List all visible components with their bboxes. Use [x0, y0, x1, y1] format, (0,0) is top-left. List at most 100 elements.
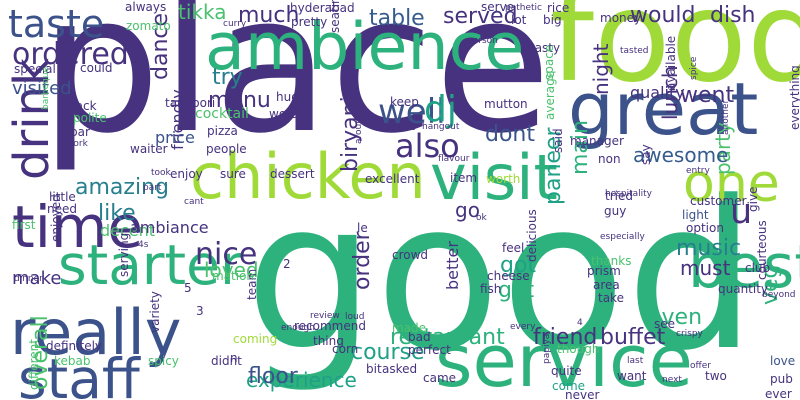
word-curry: curry [223, 19, 247, 29]
word-pizza: pizza [207, 124, 238, 138]
word-tandoori: tandoori [165, 96, 216, 110]
word-said: said [551, 128, 565, 153]
word-barbeque: barbeque [41, 66, 51, 110]
word-perfect: perfect [408, 343, 451, 357]
word-great: great [568, 67, 759, 151]
word-quite: quite [551, 364, 582, 378]
word-non: non [598, 152, 621, 166]
word-thanks: thanks [591, 254, 632, 268]
word-rice: rice [547, 1, 570, 15]
word-definitely: definitely [46, 339, 103, 353]
word-special: special [14, 62, 56, 76]
word-serve: serve [481, 0, 515, 14]
word-tikka: tikka [178, 0, 227, 24]
word-n: n [230, 351, 238, 365]
word-keep: keep [390, 95, 419, 109]
word-also: also [395, 127, 460, 165]
word-go: go [455, 198, 480, 222]
word-well: well [378, 92, 446, 132]
word-flavour: flavour [438, 154, 470, 164]
word-experience: experience [246, 368, 357, 392]
word-worth: worth [486, 172, 521, 186]
word-back: back [68, 99, 97, 113]
word-decent: decent [100, 221, 156, 240]
word-get: get [498, 278, 535, 303]
word-come: come [552, 379, 586, 393]
word-u: u [730, 192, 753, 232]
word-coming: coming [233, 332, 278, 346]
word-nice: nice [195, 237, 258, 272]
word-course: course [351, 340, 425, 365]
word-amazing: amazing [75, 175, 169, 200]
word-tasted: tasted [620, 46, 649, 56]
word-say: say [639, 144, 653, 165]
word-around: around [354, 112, 364, 144]
word-music: music [676, 236, 742, 261]
word-cheese: cheese [487, 269, 530, 283]
word-polite: polite [73, 111, 107, 125]
word-different: different [27, 339, 41, 390]
word-didnt: didnt [211, 354, 242, 368]
word-mutton: mutton [484, 97, 528, 111]
word-customer: customer [690, 194, 747, 208]
word-zomato: zomato [126, 19, 171, 33]
word-hospitality: hospitality [605, 189, 653, 199]
word-enjoy: enjoy [170, 167, 203, 181]
word-last: last [627, 356, 644, 366]
word-service: service [435, 319, 693, 400]
word-hyderabad: hyderabad [290, 1, 355, 15]
word-ordered: ordered [12, 37, 129, 72]
word-courteous: courteous [755, 220, 769, 280]
word-taste: taste [8, 2, 105, 46]
word-especially: especially [600, 232, 645, 242]
word-visited: visited [12, 78, 72, 99]
word-beyond: beyond [762, 290, 796, 300]
word-take: take [598, 291, 624, 305]
word-loud: loud [345, 312, 365, 322]
word-restaurant: restaurant [390, 325, 505, 350]
word-enough: enough [281, 323, 315, 333]
word-took: took [151, 168, 171, 178]
word-see: see [654, 317, 676, 331]
word-spice: spice [689, 56, 699, 80]
word-variety: variety [148, 291, 162, 333]
word-kebab: kebab [54, 354, 91, 368]
word-person: person [467, 36, 498, 46]
word-staff: staff [18, 347, 140, 400]
word-bit: bit [366, 362, 382, 376]
word-night: night [589, 43, 613, 95]
word-work: work [66, 139, 88, 149]
word-cocktail: cocktail [195, 106, 249, 122]
word-first: first [12, 218, 36, 232]
word-awesome: awesome [633, 143, 729, 167]
word-chicken: chicken [190, 140, 426, 213]
word-lot: lot [511, 13, 527, 27]
word-made: made [392, 321, 427, 335]
word-option: option [686, 221, 724, 235]
word-two: two [705, 369, 727, 383]
word-guy: guy [604, 204, 627, 218]
word-tasty: tasty [530, 41, 561, 55]
word-item: item [450, 171, 478, 185]
word-le: le [357, 221, 368, 235]
word-recommend: recommend [294, 319, 366, 333]
word-cant: cant [184, 197, 204, 207]
word-would: would [630, 3, 696, 28]
word-part: part [143, 183, 162, 193]
word-best: best [688, 232, 800, 302]
word-entry: entry [686, 166, 710, 176]
word-good: good [245, 158, 757, 396]
word-review: review [310, 311, 340, 321]
word-thing: thing [313, 334, 344, 348]
word-could: could [80, 61, 113, 75]
word-papiya: papiya [542, 333, 552, 364]
word-light: light [682, 208, 709, 222]
word-big: big [543, 13, 562, 27]
word-inside: inside [389, 123, 416, 133]
word-food: food [550, 0, 800, 110]
word-fish: fish [480, 282, 502, 296]
word-delicious: delicious [525, 209, 539, 262]
word-much: much [238, 3, 300, 28]
word-crowd: crowd [392, 248, 429, 262]
word-next: next [662, 375, 682, 385]
